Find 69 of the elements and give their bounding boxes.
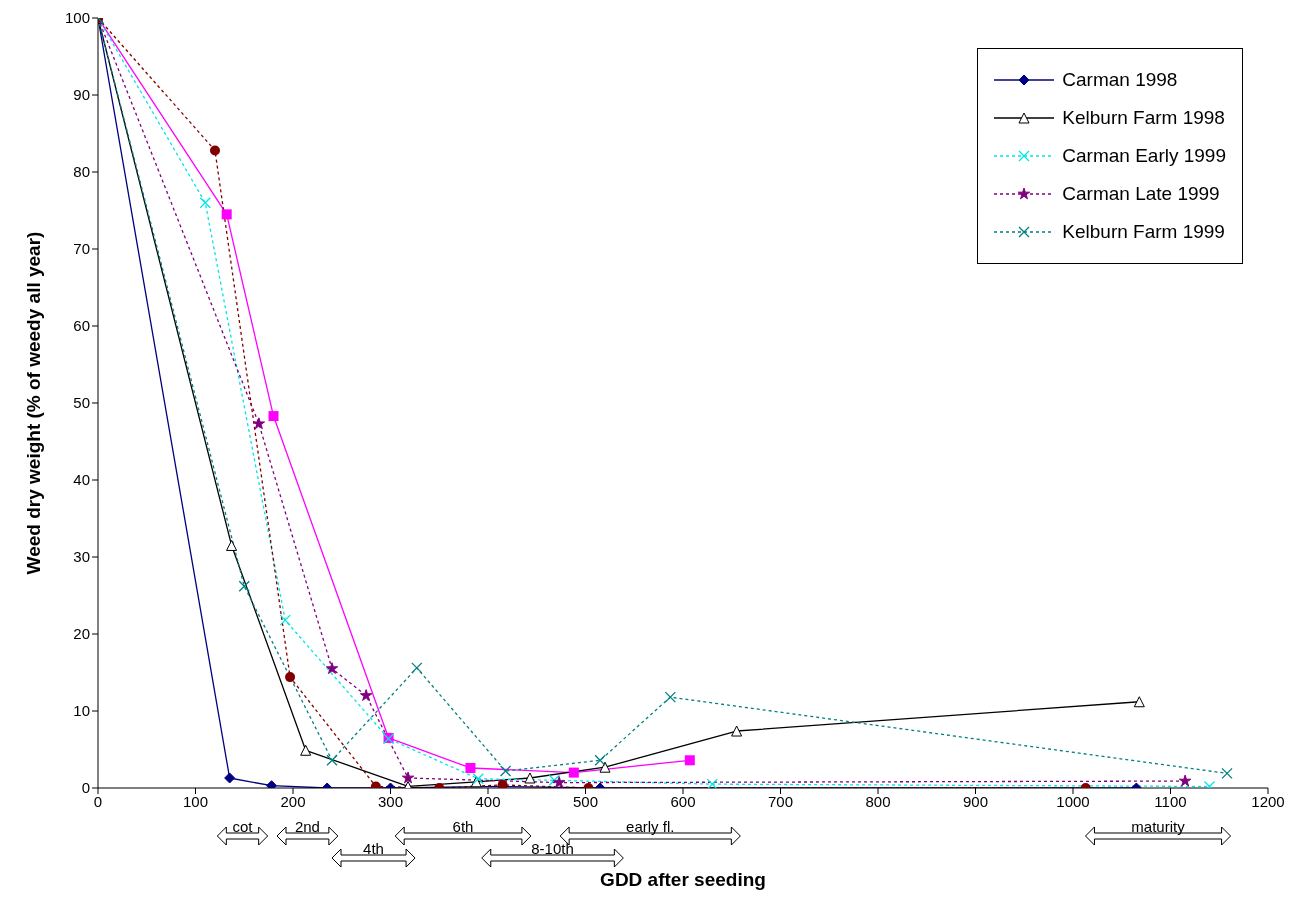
- y-tick-label: 70: [73, 240, 90, 258]
- point: [731, 725, 743, 737]
- point: [226, 539, 238, 551]
- point: [568, 767, 579, 778]
- point: [548, 774, 560, 786]
- point: [684, 755, 695, 766]
- x-axis-title: GDD after seeding: [600, 869, 766, 890]
- y-tick-label: 40: [73, 471, 90, 489]
- point: [465, 762, 476, 773]
- x-tick-label: 200: [280, 792, 306, 810]
- legend-label: Carman 1998: [1062, 69, 1178, 91]
- legend-label: Kelburn Farm 1999: [1062, 221, 1225, 243]
- text: cot: [232, 818, 254, 835]
- y-tick-label: 90: [73, 86, 90, 104]
- point: [325, 662, 339, 674]
- point: [224, 772, 236, 784]
- y-tick-label: 20: [73, 625, 90, 643]
- point: [210, 145, 220, 156]
- x-tick-label: 800: [865, 792, 891, 810]
- legend-label: Kelburn Farm 1998: [1062, 107, 1225, 129]
- text: early fl.: [626, 818, 675, 835]
- point: [599, 761, 611, 773]
- point: [524, 772, 536, 784]
- point: [401, 771, 415, 784]
- x-tick-label: 1200: [1251, 792, 1285, 810]
- text: 8-10th: [531, 840, 574, 857]
- point: [238, 580, 250, 592]
- x-tick-label: 1000: [1056, 792, 1090, 810]
- x-tick-label: 400: [475, 792, 501, 810]
- point: [1221, 767, 1233, 780]
- x-tick-label: 100: [182, 792, 209, 810]
- x-tick-label: 900: [962, 792, 989, 810]
- text: maturity: [1131, 818, 1186, 835]
- point: [252, 417, 266, 430]
- y-tick-label: 80: [73, 163, 90, 181]
- point: [499, 765, 512, 777]
- point: [279, 614, 291, 626]
- point: [1133, 696, 1145, 708]
- x-tick-label: 700: [767, 792, 794, 810]
- point: [594, 754, 606, 766]
- point: [221, 209, 232, 220]
- y-tick-label: 100: [64, 9, 90, 27]
- point: [411, 662, 423, 674]
- point: [199, 197, 211, 209]
- y-axis-title: Weed dry weight (% of weedy all year): [22, 231, 44, 575]
- point: [552, 776, 566, 788]
- y-tick-label: 10: [73, 702, 90, 720]
- y-tick-label: 50: [73, 394, 90, 412]
- y-tick-label: 30: [73, 548, 90, 566]
- point: [1178, 774, 1192, 787]
- text: 2nd: [294, 818, 320, 835]
- x-tick-label: 300: [377, 792, 404, 810]
- x-tick-label: 500: [572, 792, 599, 810]
- legend-label: Carman Early 1999: [1062, 145, 1226, 167]
- point: [300, 744, 312, 756]
- point: [326, 754, 338, 766]
- legend-label: Carman Late 1999: [1062, 183, 1220, 205]
- x-tick-label: 600: [670, 792, 696, 810]
- point: [706, 778, 718, 788]
- point: [268, 411, 279, 422]
- y-tick-label: 60: [73, 317, 90, 335]
- point: [285, 672, 296, 683]
- point: [359, 689, 373, 701]
- x-tick-label: 1100: [1154, 792, 1187, 810]
- text: 4th: [363, 840, 384, 857]
- y-tick-label: 0: [81, 779, 90, 797]
- x-tick-label: 0: [93, 792, 103, 810]
- text: 6th: [452, 818, 474, 835]
- point: [664, 691, 676, 703]
